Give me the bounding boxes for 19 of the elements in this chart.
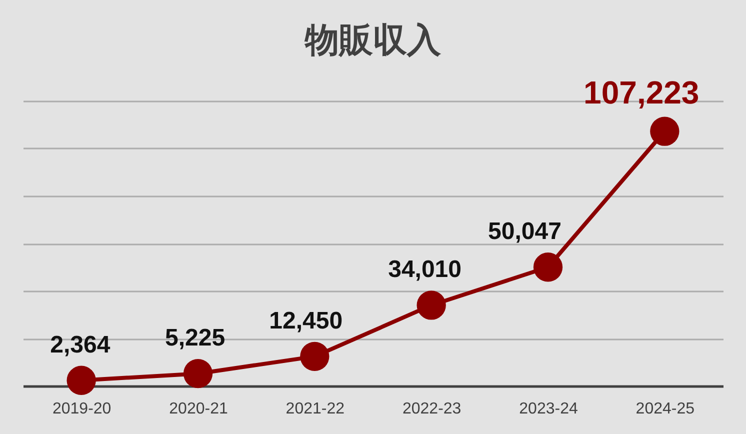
x-tick-label: 2019-20 [52,400,112,418]
data-label: 5,225 [165,324,226,352]
point [650,116,680,146]
data-label: 2,364 [50,331,111,358]
data-label: 12,450 [269,307,343,334]
x-tick-label: 2021-22 [286,400,345,418]
point [300,342,330,371]
point [416,290,446,320]
x-tick-label: 2023-24 [519,400,578,418]
data-label: 34,010 [388,256,462,284]
data-label: 50,047 [488,218,562,246]
data-label: 107,223 [584,74,700,110]
x-tick-label: 2024-25 [636,400,695,418]
x-tick-label: 2022-23 [402,400,462,418]
x-tick-label: 2020-21 [169,400,228,418]
chart-title: 物販収入 [304,21,442,60]
point [183,359,213,388]
point [533,252,563,282]
point [66,366,96,395]
